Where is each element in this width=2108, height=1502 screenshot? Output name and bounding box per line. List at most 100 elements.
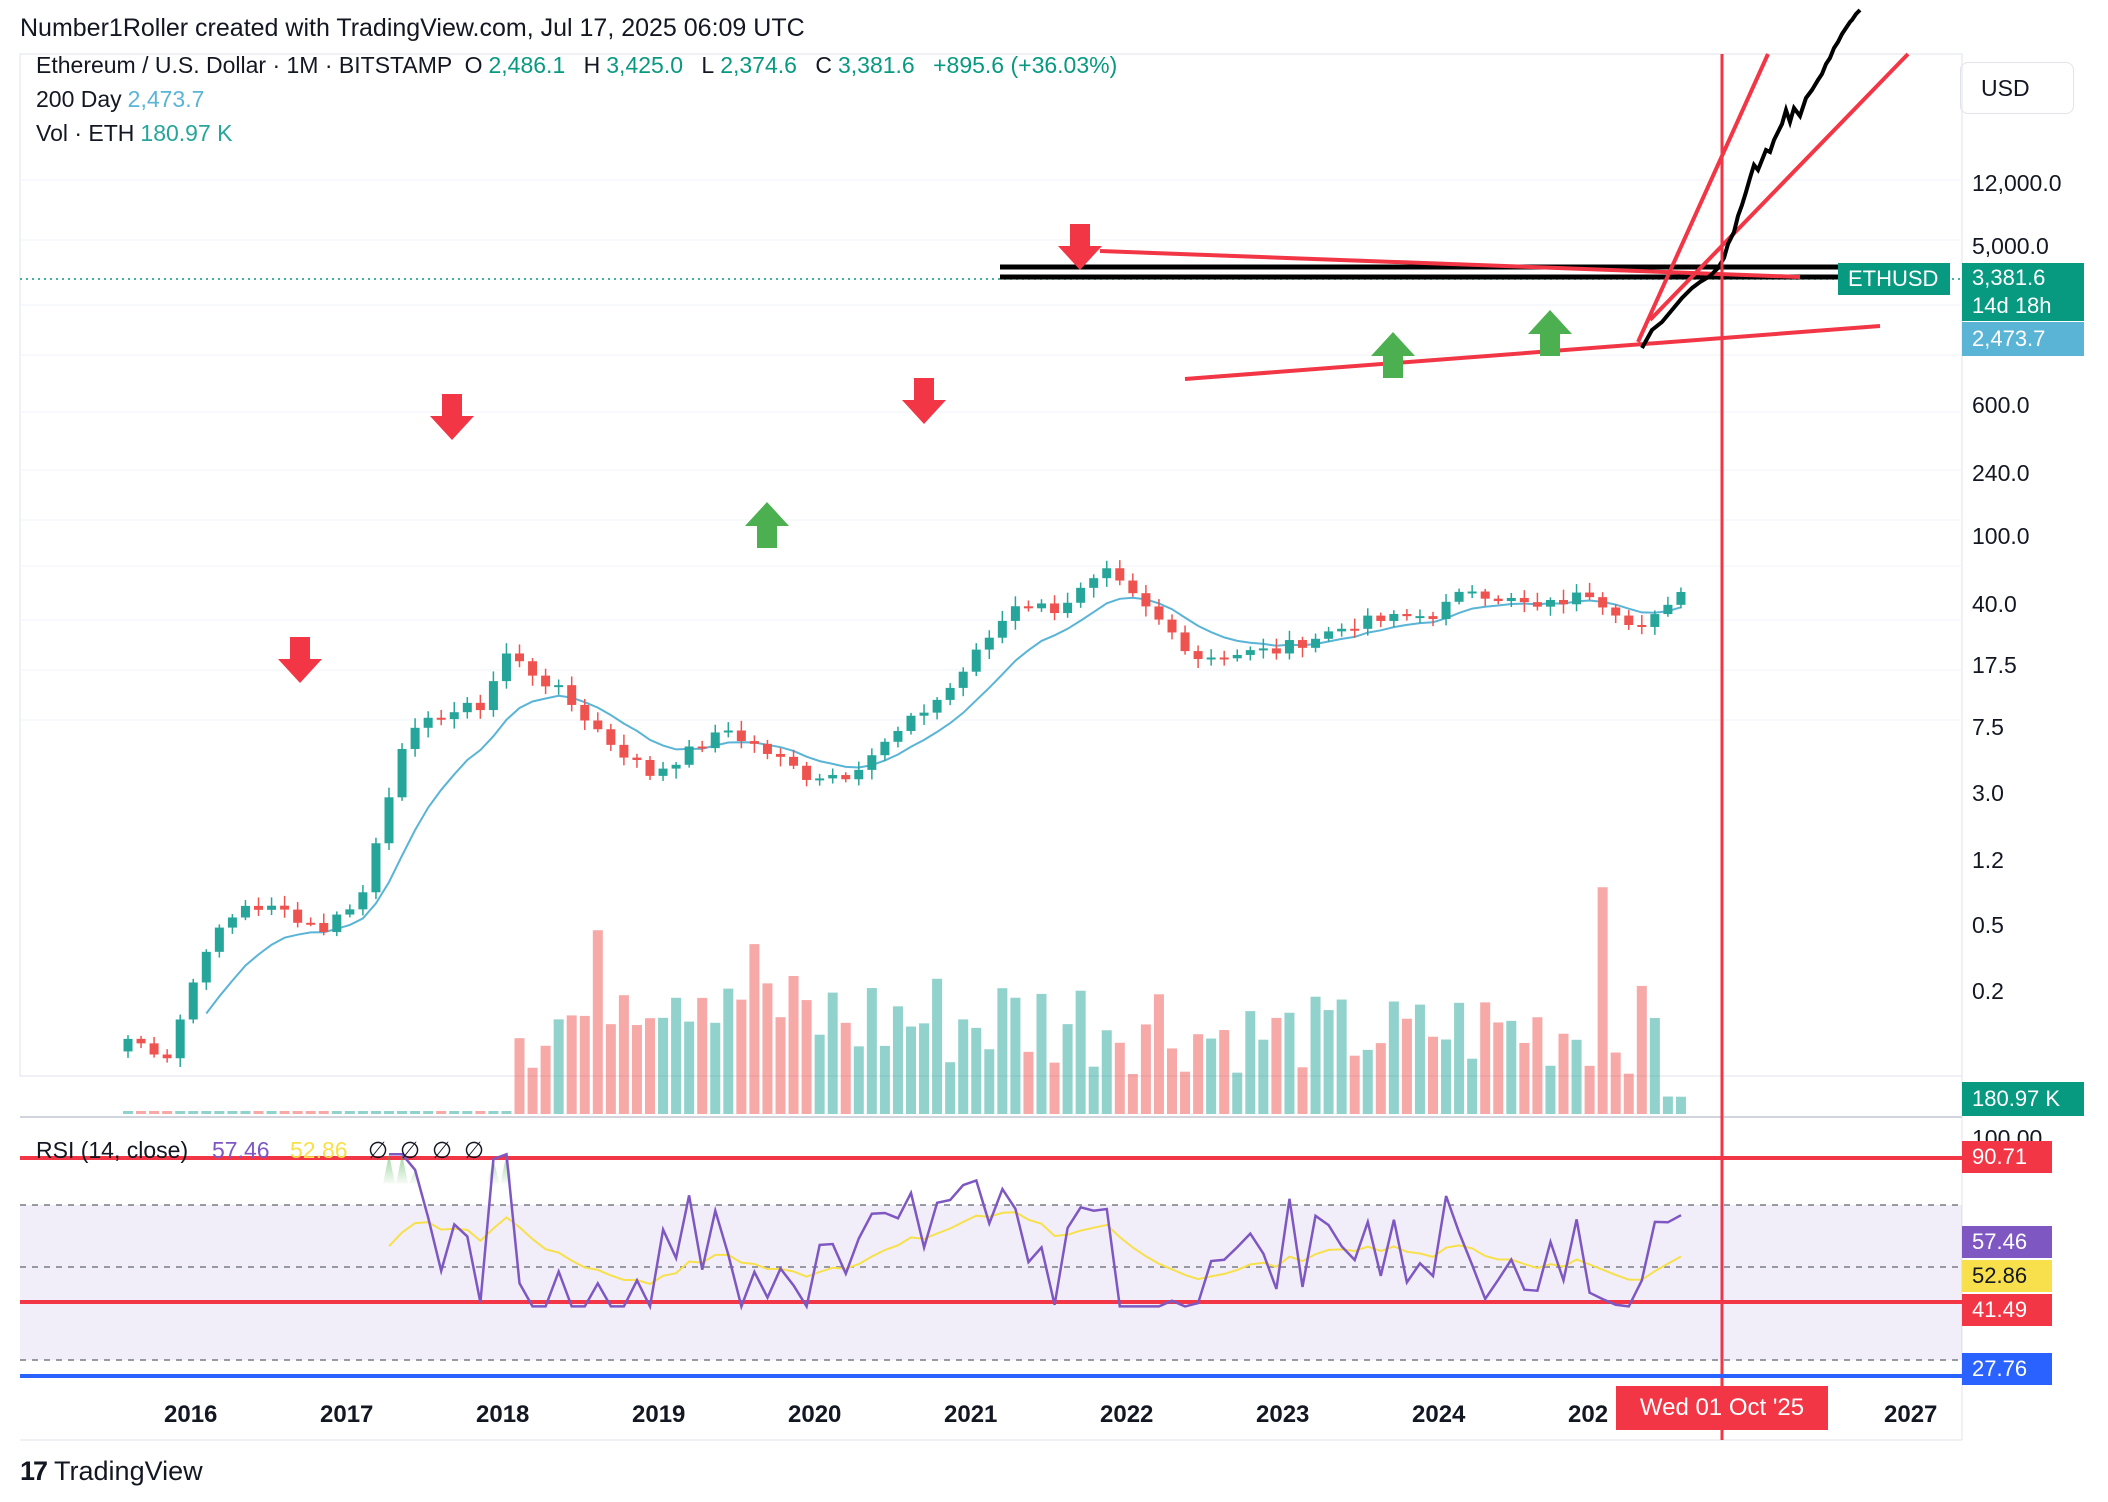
volume-bar — [1388, 1001, 1399, 1114]
candle — [188, 982, 198, 1020]
candle — [1206, 657, 1216, 660]
candle — [1493, 598, 1503, 602]
projection-path — [1640, 8, 1862, 349]
volume-bar — [801, 1000, 812, 1114]
volume-bar — [736, 999, 747, 1114]
volume-bar — [906, 1026, 916, 1114]
volume-bar — [1323, 1010, 1334, 1114]
x-tick-label: 2019 — [632, 1401, 685, 1428]
volume-bar — [1362, 1049, 1373, 1114]
volume-bar — [1297, 1067, 1308, 1114]
volume-bar — [370, 1111, 381, 1114]
volume-bar — [1232, 1072, 1243, 1114]
red-down-arrow-icon — [278, 637, 322, 683]
candle — [1128, 580, 1138, 594]
x-tick-label: 2024 — [1412, 1401, 1466, 1428]
volume-bar — [397, 1111, 408, 1114]
ma-legend[interactable]: 200 Day 2,473.7 — [36, 86, 205, 112]
candle — [449, 712, 459, 720]
candle — [684, 746, 694, 765]
candle — [606, 729, 616, 745]
candle — [1389, 614, 1399, 621]
symbol-name[interactable]: Ethereum / U.S. Dollar · 1M · BITSTAMP — [36, 52, 453, 78]
volume-legend[interactable]: Vol · ETH 180.97 K — [36, 120, 233, 146]
red-down-arrow-icon — [902, 378, 946, 424]
candle — [1089, 578, 1099, 588]
candle — [1598, 597, 1608, 608]
volume-bar — [318, 1111, 329, 1114]
candle — [619, 744, 629, 758]
candle — [1167, 619, 1177, 633]
candle — [776, 753, 785, 757]
y-tick-label: 100.0 — [1972, 523, 2030, 549]
candle — [384, 797, 394, 844]
candle — [1076, 587, 1086, 603]
candle — [749, 741, 759, 744]
rsi-tag-value: 57.46 — [1962, 1226, 2052, 1258]
candle — [1454, 591, 1464, 602]
candle — [306, 922, 316, 925]
volume-bar — [436, 1111, 447, 1114]
currency-button[interactable]: USD — [1960, 62, 2074, 114]
candle — [580, 704, 590, 721]
volume-bar — [658, 1017, 669, 1114]
volume-bar — [1623, 1073, 1634, 1114]
candle — [828, 775, 838, 779]
y-tick-label: 5,000.0 — [1972, 233, 2049, 259]
volume-bar — [945, 1062, 956, 1114]
candle — [240, 905, 250, 918]
rsi-tag-lower: 41.49 — [1962, 1294, 2052, 1326]
green-up-arrow-icon — [745, 502, 789, 548]
tradingview-logo[interactable]: 17 TradingView — [20, 1456, 203, 1486]
volume-bar — [384, 1111, 394, 1114]
candle — [736, 730, 746, 742]
volume-bar — [1532, 1017, 1543, 1114]
candle — [1480, 591, 1490, 599]
steep-fan-line — [1636, 53, 1770, 343]
volume-bar — [331, 1111, 342, 1114]
candle — [227, 917, 237, 928]
svg-text:∅: ∅ — [400, 1137, 420, 1163]
volume-bars — [123, 887, 1686, 1114]
candle — [149, 1043, 159, 1055]
volume-bar — [1023, 1051, 1034, 1114]
candle — [1559, 599, 1568, 605]
volume-bar — [357, 1111, 368, 1114]
volume-bar — [840, 1022, 851, 1114]
candle — [541, 675, 551, 687]
candle — [880, 741, 890, 756]
candle — [1428, 616, 1438, 620]
candle — [175, 1019, 185, 1059]
volume-bar — [631, 1025, 642, 1114]
volume-bar — [984, 1049, 995, 1114]
candle — [254, 905, 263, 910]
volume-bar — [1193, 1034, 1204, 1114]
candle — [632, 757, 642, 760]
candle — [1010, 606, 1020, 621]
candle — [1050, 603, 1060, 614]
volume-bar — [266, 1111, 277, 1114]
volume-bar — [814, 1034, 825, 1114]
x-tick-label: 2018 — [476, 1401, 529, 1428]
candle — [1324, 631, 1334, 639]
candle — [136, 1038, 146, 1044]
volume-bar — [1049, 1062, 1060, 1114]
volume-bar — [1662, 1096, 1673, 1114]
volume-bar — [1636, 985, 1647, 1114]
candle — [1624, 615, 1634, 625]
volume-bar — [540, 1045, 551, 1114]
volume-bar — [123, 1111, 133, 1114]
candle — [1245, 650, 1255, 655]
candle — [1350, 628, 1360, 631]
candle — [1637, 624, 1647, 627]
symbol-legend: Ethereum / U.S. Dollar · 1M · BITSTAMP O… — [36, 52, 1118, 78]
volume-tag: 180.97 K — [1962, 1082, 2084, 1116]
volume-bar — [227, 1111, 238, 1114]
ma-value: 2,473.7 — [127, 86, 205, 112]
candle — [528, 661, 538, 676]
green-up-arrow-icon — [1528, 310, 1572, 356]
candle — [1284, 640, 1294, 654]
candle — [267, 905, 277, 910]
volume-bar — [1101, 1030, 1112, 1114]
